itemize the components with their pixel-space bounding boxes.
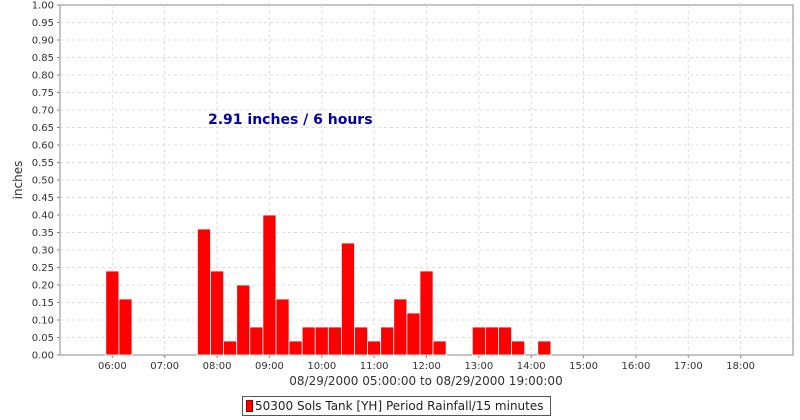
rainfall-bar (498, 326, 512, 356)
rainfall-bar (197, 228, 211, 356)
y-tick-label: 0.05 (32, 333, 54, 344)
rainfall-bar (406, 312, 421, 356)
y-tick-label: 0.25 (32, 263, 54, 274)
rainfall-chart: 0.00 0.05 0.10 0.15 0.20 0.25 0.30 0.35 0.40 0.45… (11, 1, 794, 388)
rainfall-bar (354, 326, 368, 356)
rainfall-bar (301, 326, 316, 356)
y-tick-label: 0.65 (32, 123, 54, 134)
rainfall-bar (314, 326, 329, 356)
rainfall-bar (327, 326, 342, 356)
rainfall-bar (262, 214, 277, 356)
rainfall-bar (210, 270, 225, 356)
x-tick-label: 13:00 (464, 361, 493, 372)
y-tick-label: 0.80 (32, 71, 54, 82)
x-tick-label: 08:00 (203, 361, 232, 372)
y-tick-label: 0.45 (32, 193, 54, 204)
y-tick-label: 0.20 (32, 281, 54, 292)
x-tick-label: 11:00 (360, 361, 389, 372)
y-tick-label: 0.50 (32, 176, 54, 187)
bar-series (105, 214, 552, 356)
rainfall-bar (419, 270, 434, 356)
x-tick-label: 10:00 (307, 361, 336, 372)
y-tick-label: 0.15 (32, 298, 54, 309)
x-tick-label: 18:00 (726, 361, 755, 372)
x-tick-label: 14:00 (517, 361, 546, 372)
y-tick-label: 0.40 (32, 211, 54, 222)
rainfall-bar (511, 340, 526, 356)
y-tick-label: 0.60 (32, 141, 54, 152)
y-tick-label: 0.00 (32, 351, 54, 362)
grid-lines (60, 5, 793, 355)
x-tick-label: 16:00 (622, 361, 651, 372)
rainfall-bar (118, 298, 133, 356)
rainfall-bar (341, 242, 355, 356)
rainfall-bar (380, 326, 395, 356)
y-tick-label: 0.85 (32, 53, 54, 64)
y-tick-label: 0.90 (32, 36, 54, 47)
y-tick-label: 0.95 (32, 18, 54, 29)
rainfall-bar (236, 284, 251, 356)
rainfall-bar (471, 326, 486, 356)
y-tick-label: 0.10 (32, 316, 54, 327)
rainfall-bar (249, 326, 264, 356)
rainfall-bar (223, 340, 238, 356)
rainfall-bar (537, 340, 552, 356)
x-axis-ticks: 06:00 07:00 08:00 09:00 10:00 11:00 12:00 13:00… (98, 355, 755, 372)
x-tick-label: 07:00 (150, 361, 179, 372)
legend-swatch (246, 400, 253, 412)
rainfall-bar (393, 298, 408, 356)
legend-label: 50300 Sols Tank [YH] Period Rainfall/15 … (255, 399, 544, 413)
x-tick-label: 17:00 (674, 361, 703, 372)
x-tick-label: 09:00 (255, 361, 284, 372)
rainfall-bar (275, 298, 290, 356)
y-axis-ticks: 0.00 0.05 0.10 0.15 0.20 0.25 0.30 0.35 0.40 0.45… (32, 1, 60, 362)
y-tick-label: 0.75 (32, 88, 54, 99)
x-tick-label: 06:00 (98, 361, 127, 372)
rainfall-bar (432, 340, 447, 356)
y-axis-title: inches (11, 161, 25, 200)
x-tick-label: 12:00 (412, 361, 441, 372)
x-axis-title: 08/29/2000 05:00:00 to 08/29/2000 19:00:… (289, 374, 562, 388)
y-tick-label: 0.35 (32, 228, 54, 239)
rainfall-total-annotation: 2.91 inches / 6 hours (208, 112, 373, 128)
y-tick-label: 1.00 (32, 1, 54, 12)
y-tick-label: 0.70 (32, 106, 54, 117)
rainfall-bar (367, 340, 382, 356)
rainfall-bar (288, 340, 303, 356)
legend: 50300 Sols Tank [YH] Period Rainfall/15 … (242, 396, 551, 416)
rainfall-bar (105, 270, 120, 356)
y-tick-label: 0.30 (32, 246, 54, 257)
x-tick-label: 15:00 (569, 361, 598, 372)
y-tick-label: 0.55 (32, 158, 54, 169)
rainfall-bar (485, 326, 499, 356)
